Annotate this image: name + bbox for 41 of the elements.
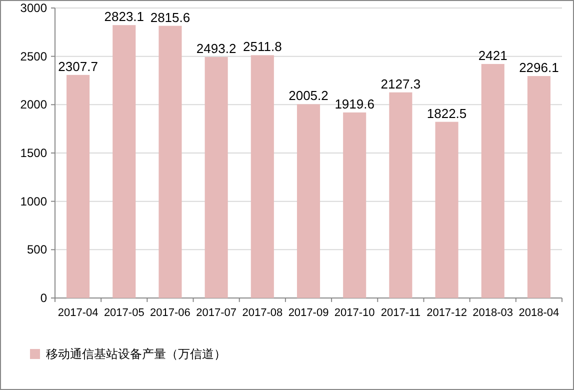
x-tick-label: 2017-06 (150, 307, 190, 319)
x-tick-label: 2017-07 (196, 307, 237, 319)
bar (343, 112, 366, 298)
bar (250, 55, 274, 298)
bar (527, 76, 550, 298)
data-label: 2421 (478, 48, 508, 63)
y-tick-label: 500 (26, 242, 48, 257)
data-label: 2127.3 (380, 76, 421, 92)
legend-label: 移动通信基站设备产量（万信道） (46, 347, 226, 361)
data-label: 1822.5 (426, 106, 467, 121)
data-label: 2307.7 (58, 58, 98, 74)
y-tick-label: 3000 (20, 1, 48, 15)
y-tick-label: 1000 (20, 194, 48, 208)
x-tick-label: 2017-11 (380, 307, 420, 319)
bar (435, 122, 458, 298)
y-tick-label: 0 (40, 291, 48, 305)
bar (296, 104, 320, 298)
x-tick-label: 2017-10 (334, 307, 375, 319)
bar (389, 92, 412, 298)
x-tick-label: 2018-04 (518, 307, 560, 319)
x-tick-label: 2017-08 (242, 307, 283, 319)
bar (66, 74, 90, 298)
y-tick-label: 1500 (20, 146, 48, 160)
x-tick-label: 2018-03 (472, 307, 514, 319)
bar (112, 25, 136, 298)
y-tick-label: 2500 (20, 49, 48, 64)
y-tick-label: 2000 (20, 98, 48, 112)
bar (204, 56, 228, 298)
data-label: 1919.6 (334, 96, 374, 112)
data-label: 2511.8 (243, 39, 282, 54)
x-tick-label: 2017-04 (58, 307, 98, 319)
x-tick-label: 2017-12 (426, 307, 467, 319)
x-tick-label: 2017-05 (104, 307, 144, 319)
bar (481, 64, 504, 298)
bar (158, 26, 182, 298)
data-label: 2493.2 (196, 40, 236, 56)
data-label: 2005.2 (288, 88, 328, 104)
data-label: 2296.1 (519, 60, 559, 76)
data-label: 2823.1 (104, 9, 144, 24)
x-tick-label: 2017-09 (288, 307, 329, 319)
data-label: 2815.6 (150, 10, 190, 25)
